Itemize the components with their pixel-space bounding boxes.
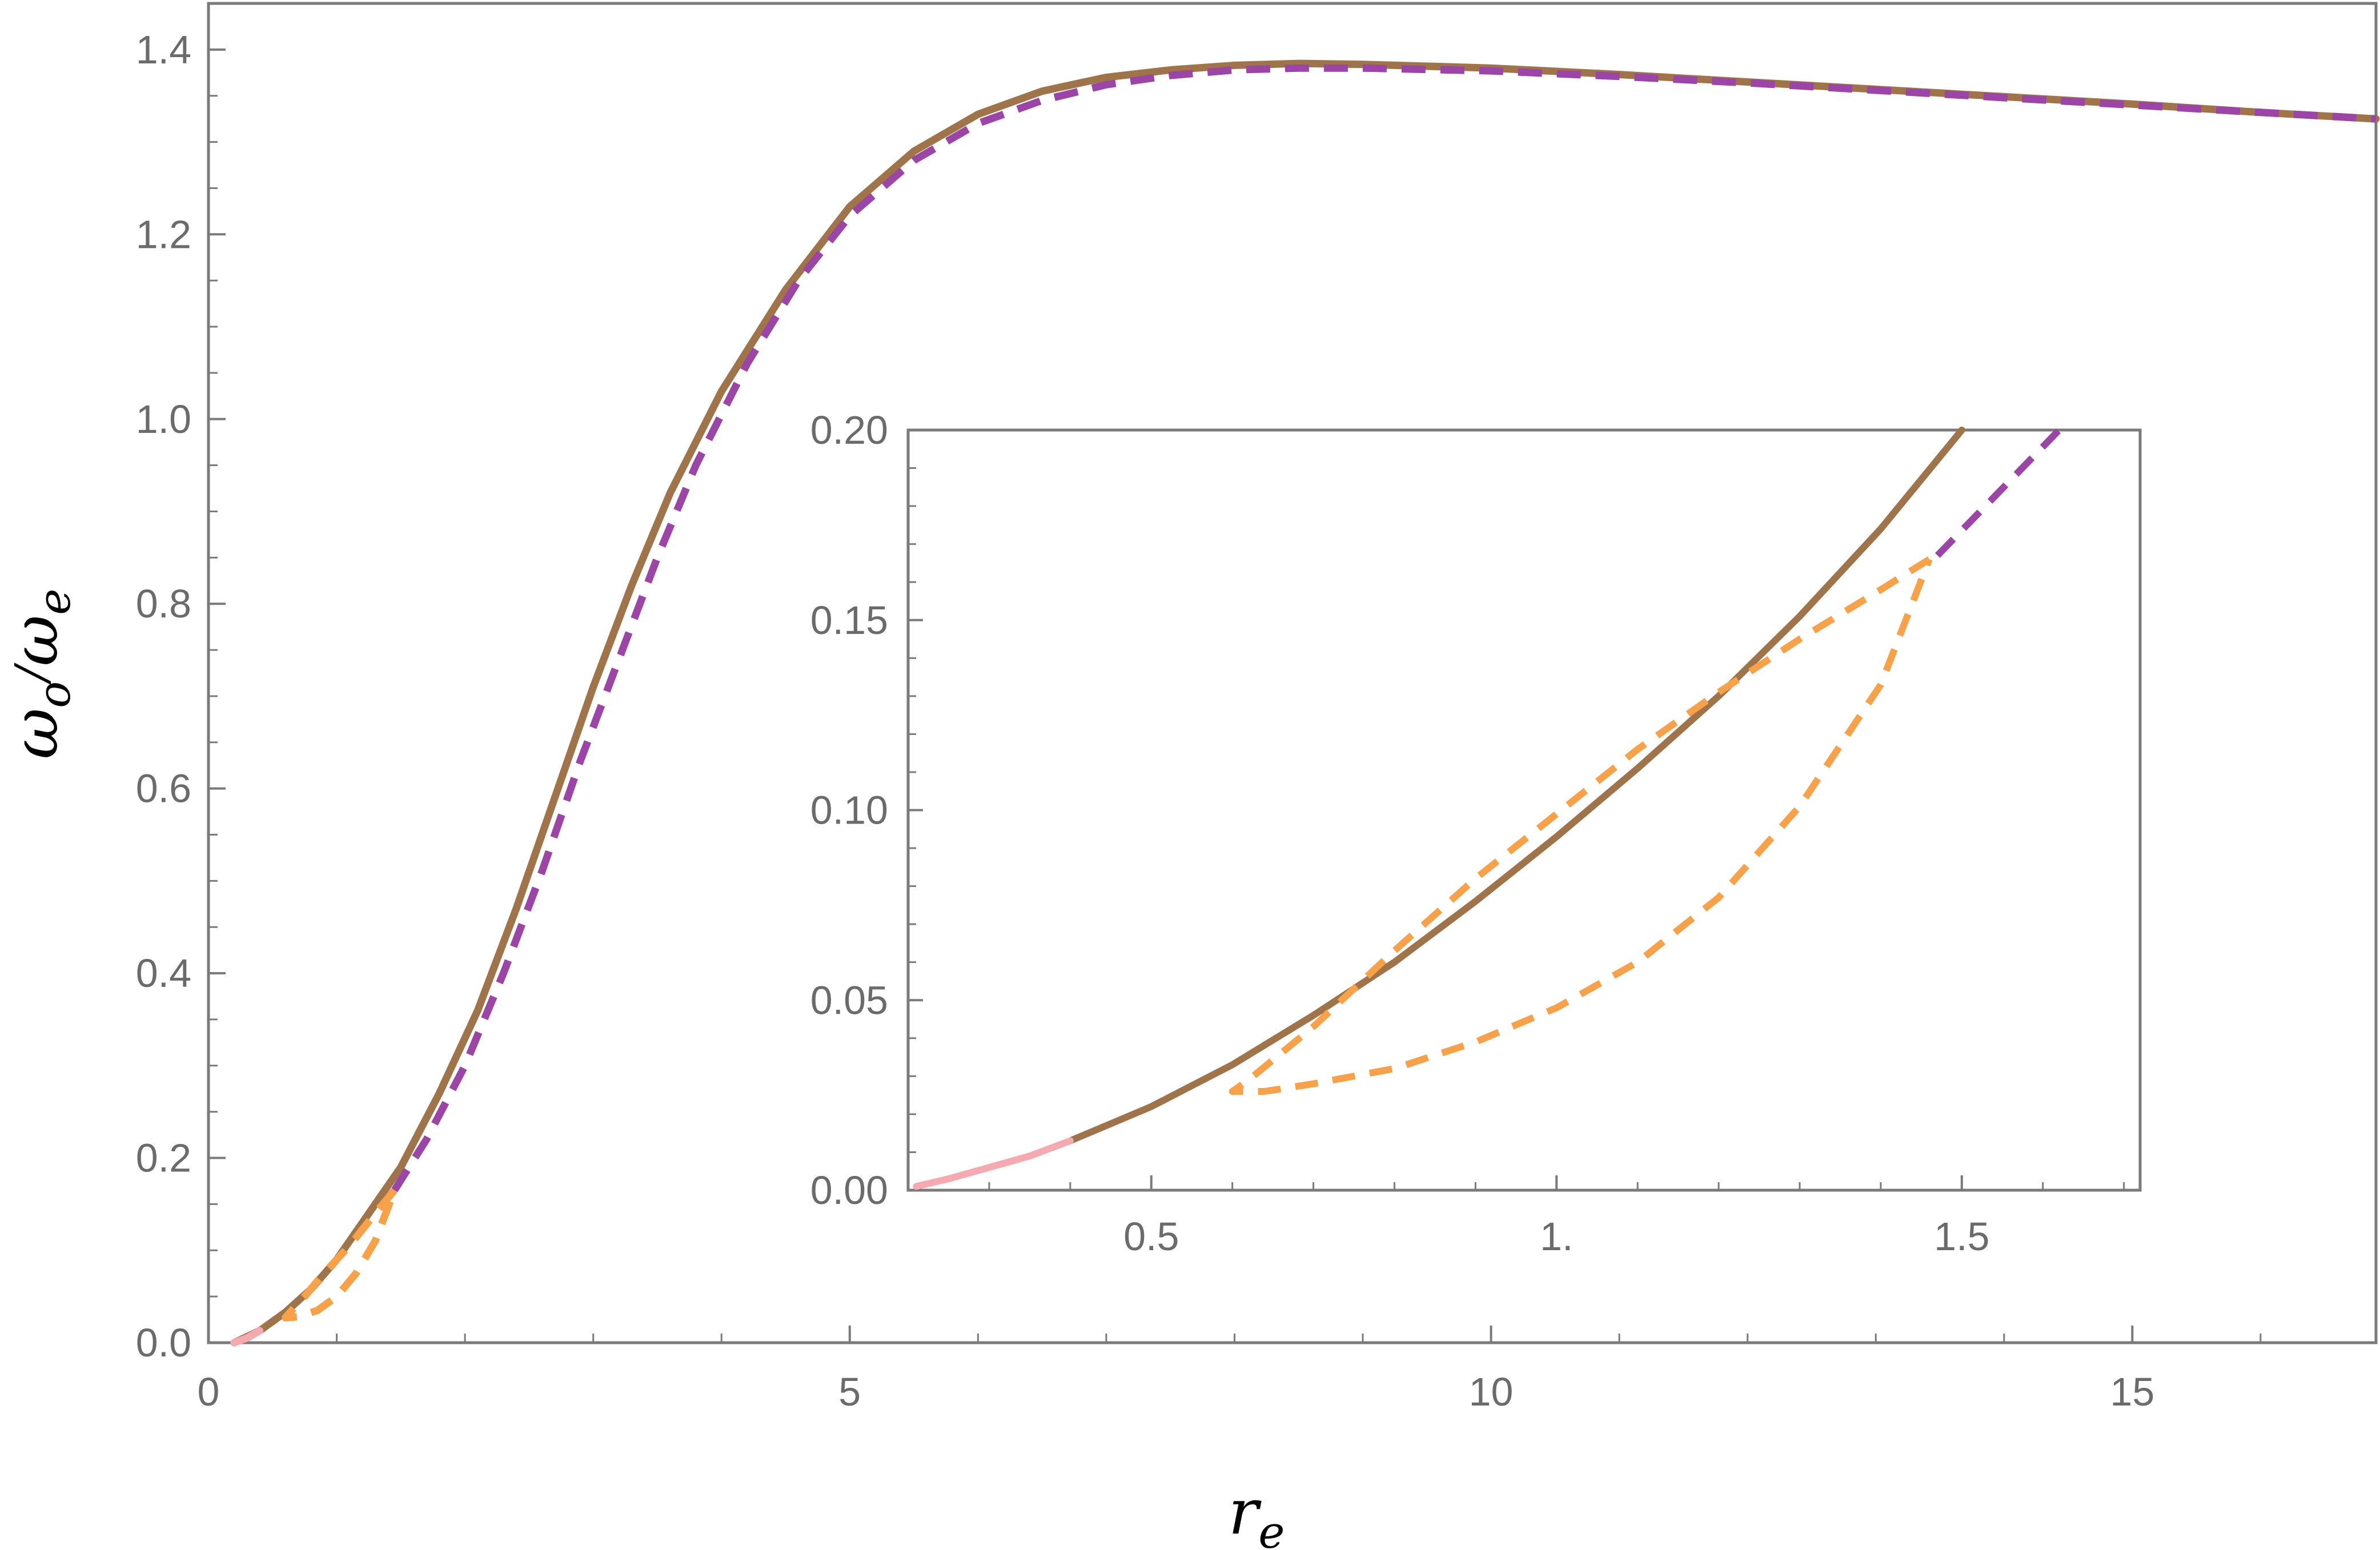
x-tick-label: 1.: [1540, 1214, 1573, 1259]
main-series: [230, 59, 2380, 1347]
y-tick-label: 0.05: [810, 978, 888, 1022]
y-tick-label: 0.4: [136, 951, 191, 995]
x-axis-subscript: e: [1258, 1507, 1285, 1550]
y-tick-label: 1.4: [136, 27, 191, 72]
inset-ticks: 0.5 1. 1.5 0.00 0.05 0.10 0.15 0.20: [810, 408, 2125, 1259]
y-tick-label: 0.2: [136, 1136, 191, 1180]
y-axis-title: ωo/ωe: [0, 589, 81, 760]
y-tick-label: 0.20: [810, 408, 888, 452]
x-tick-label: 10: [1469, 1370, 1514, 1414]
x-axis-title: re: [1229, 1475, 1285, 1550]
y-tick-label: 0.8: [136, 581, 191, 626]
y-tick-label: 0.10: [810, 788, 888, 833]
series-line-1: [391, 64, 2377, 1192]
y-tick-label: 0.6: [136, 766, 191, 811]
y-tick-label: 0.0: [136, 1320, 191, 1365]
x-tick-label: 5: [838, 1370, 861, 1414]
series-line-2: [1229, 556, 1933, 1095]
x-axis-symbol: r: [1229, 1475, 1262, 1548]
inset-series: [913, 427, 2062, 1190]
y-axis-denominator: ω: [0, 615, 72, 666]
inset-plot-frame: [906, 428, 2142, 1192]
y-axis-numerator: ω: [0, 708, 72, 760]
series-line-3: [230, 1327, 264, 1347]
x-tick-label: 1.5: [1934, 1214, 1989, 1259]
x-tick-label: 0.5: [1123, 1214, 1179, 1259]
series-line-2: [282, 1188, 398, 1322]
main-ticks: 0 5 10 15 0.0 0.2 0.4 0.6 0.8 1.0 1.2 1.4: [136, 2, 2262, 1414]
main-plot-frame: [207, 2, 2378, 1344]
x-tick-label: 15: [2110, 1370, 2154, 1414]
series-line-1: [1934, 427, 2062, 558]
series-line-3: [913, 1137, 1074, 1190]
y-tick-label: 0.15: [810, 598, 888, 643]
y-axis-numerator-subscript: o: [29, 681, 81, 708]
y-tick-label: 1.2: [136, 212, 191, 256]
x-tick-label: 0: [198, 1370, 220, 1414]
y-tick-label: 0.00: [810, 1168, 888, 1212]
y-axis-denominator-subscript: e: [29, 589, 81, 615]
series-line-0: [1066, 427, 1965, 1145]
y-tick-label: 1.0: [136, 397, 191, 441]
series-line-0: [230, 59, 2380, 1347]
